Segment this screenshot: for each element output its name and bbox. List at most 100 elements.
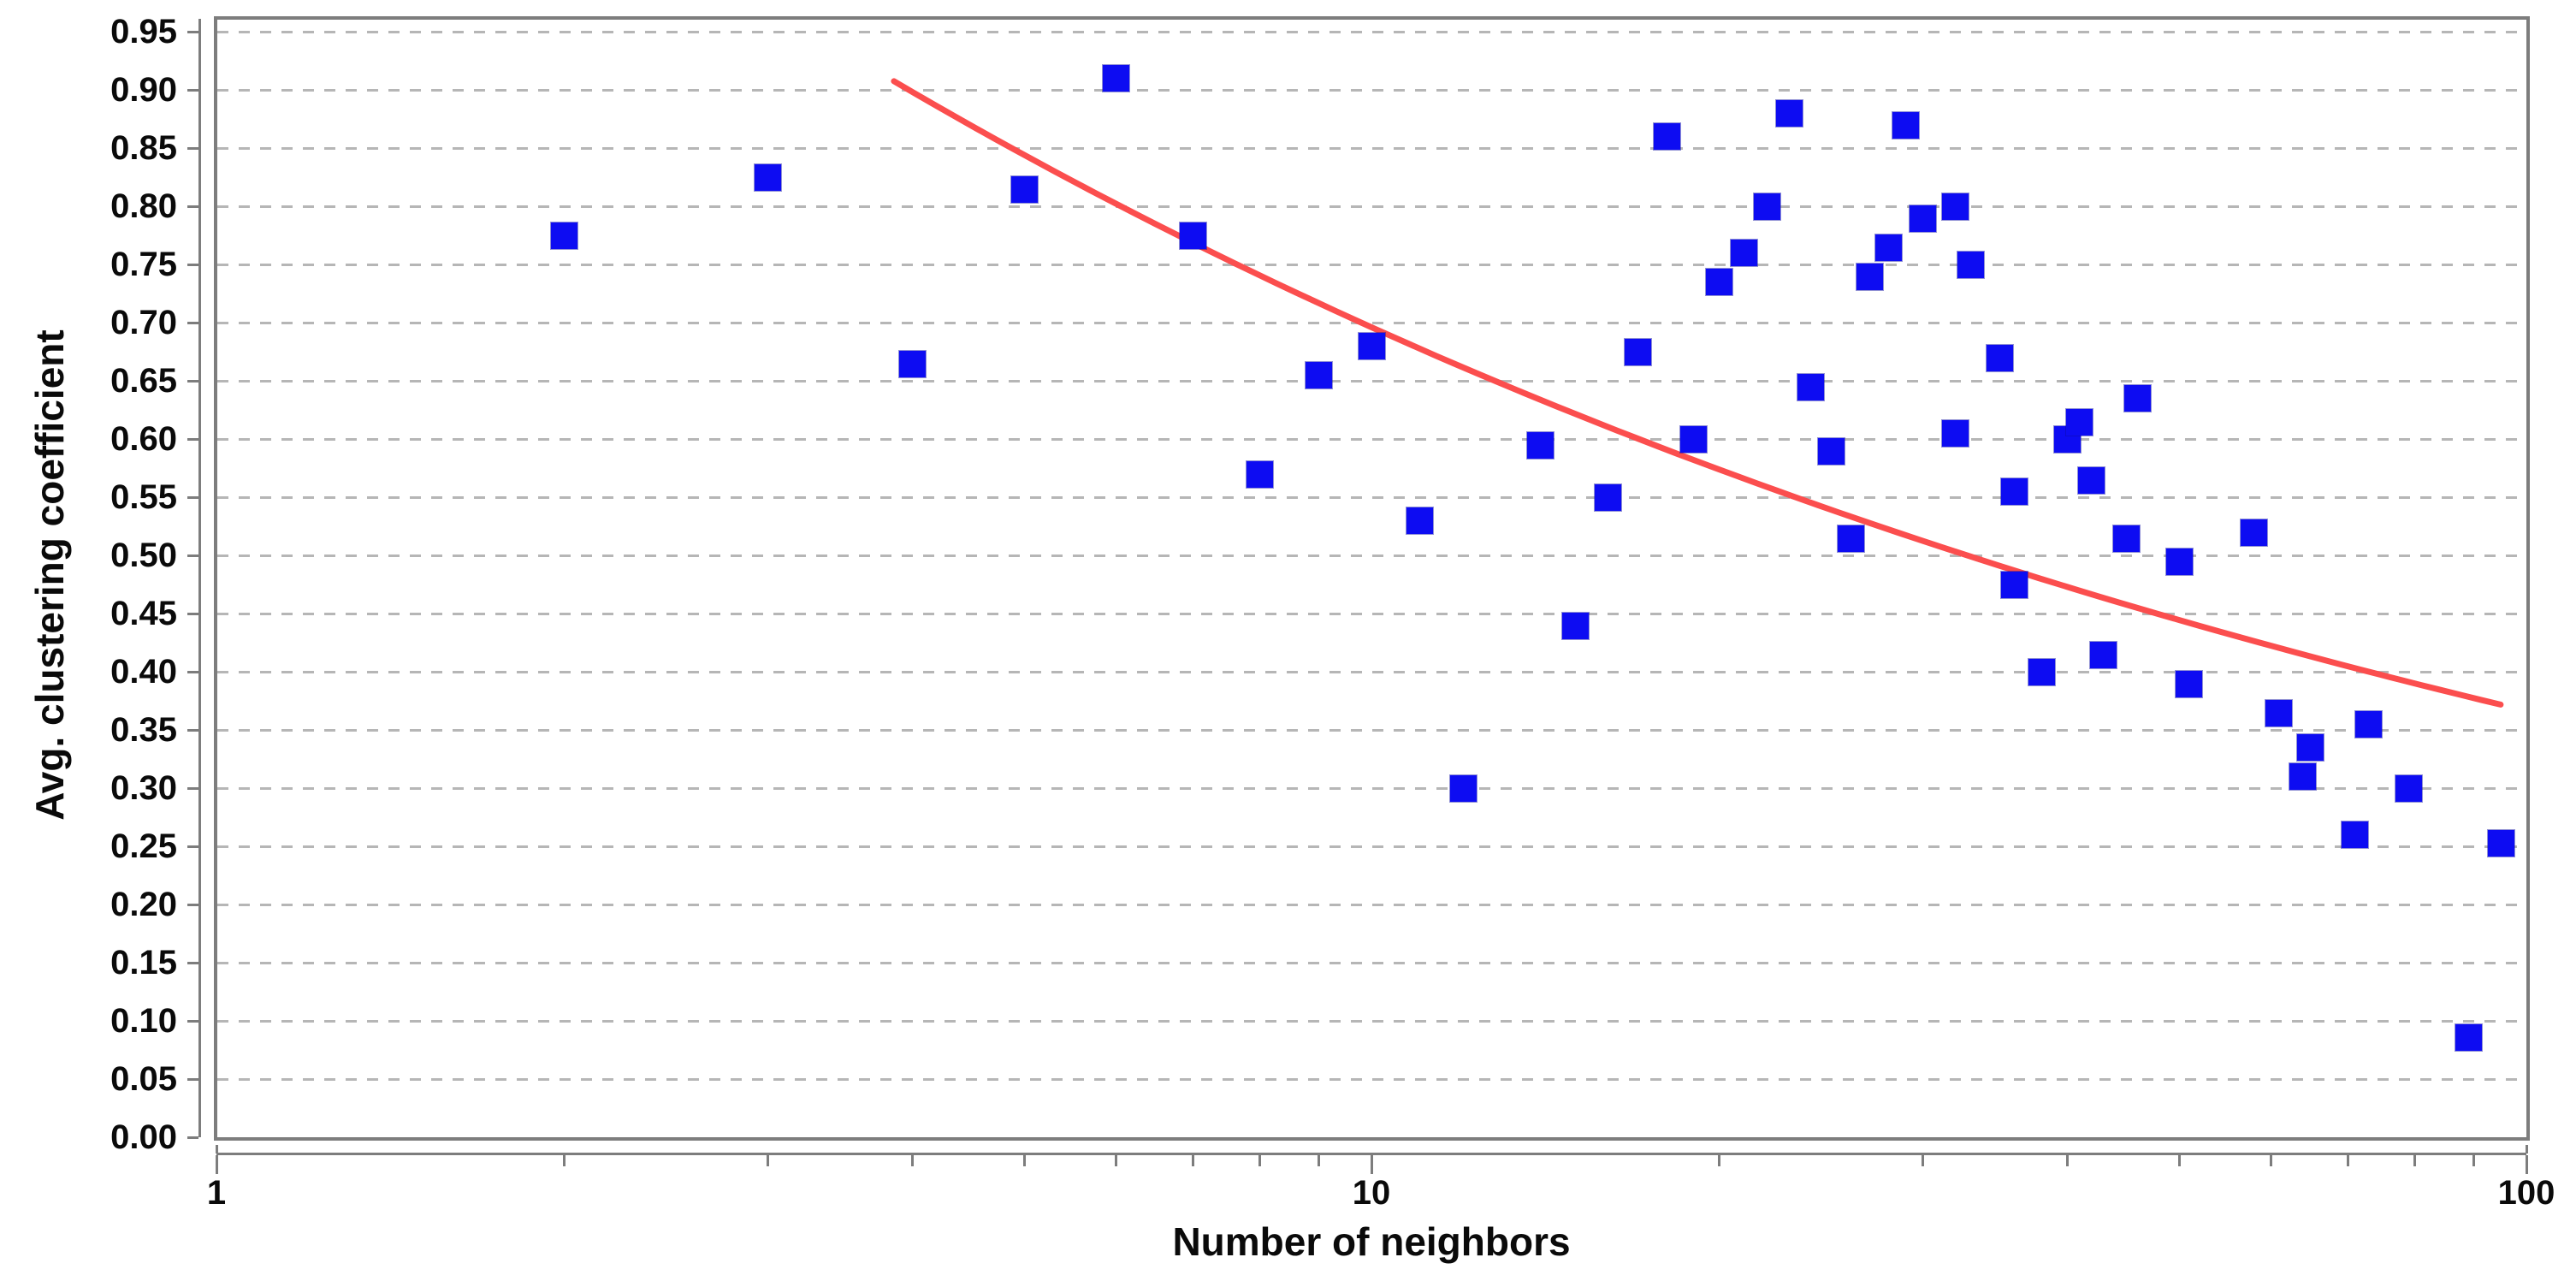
y-axis-tick [187, 264, 198, 266]
data-point [1910, 205, 1936, 232]
y-axis-tick [187, 554, 198, 557]
gridline [217, 729, 2526, 732]
data-point [1527, 432, 1554, 459]
y-axis-tick [187, 787, 198, 790]
y-tick-label: 0.35 [110, 711, 177, 749]
x-axis-end-hook [216, 1145, 218, 1153]
gridline [217, 496, 2526, 499]
data-point [2297, 734, 2324, 761]
data-point [1180, 222, 1206, 249]
data-point [1247, 461, 1273, 488]
y-axis-tick [187, 1136, 198, 1139]
data-point [1942, 193, 1969, 220]
y-axis-tick [187, 496, 198, 499]
data-point [1562, 613, 1589, 639]
data-point [2488, 830, 2514, 857]
x-axis-minor-tick [2413, 1155, 2416, 1166]
y-axis-line [198, 19, 201, 1137]
y-axis-tick [187, 613, 198, 615]
data-point [1776, 100, 1803, 127]
x-axis-minor-tick [2270, 1155, 2272, 1166]
data-point [2001, 572, 2028, 598]
data-point [1706, 269, 1732, 295]
data-point [2176, 671, 2202, 697]
data-point [2001, 478, 2028, 505]
x-tick-label: 100 [2497, 1174, 2555, 1212]
y-axis-title: Avg. clustering coefficient [27, 329, 72, 821]
y-tick-label: 0.70 [110, 304, 177, 341]
y-axis-tick [187, 31, 198, 33]
y-tick-label: 0.85 [110, 129, 177, 167]
data-point [2090, 642, 2117, 668]
data-point [1875, 234, 1902, 261]
y-tick-label: 0.90 [110, 71, 177, 109]
y-tick-label: 0.55 [110, 478, 177, 516]
x-axis-minor-tick [1718, 1155, 1720, 1166]
y-tick-label: 0.20 [110, 886, 177, 923]
y-tick-label: 0.65 [110, 362, 177, 400]
gridline [217, 147, 2526, 150]
x-axis-minor-tick [1318, 1155, 1320, 1166]
x-axis-minor-tick [1023, 1155, 1026, 1166]
y-axis-tick [187, 1020, 198, 1023]
x-axis-minor-tick [2347, 1155, 2349, 1166]
x-axis-minor-tick [2178, 1155, 2181, 1166]
y-axis-tick [187, 671, 198, 673]
data-point [2078, 467, 2105, 494]
y-tick-label: 0.80 [110, 187, 177, 225]
data-point [1856, 264, 1883, 290]
data-point [2066, 409, 2093, 436]
y-axis-tick [187, 904, 198, 906]
data-point [1625, 339, 1651, 365]
y-tick-label: 0.95 [110, 13, 177, 50]
x-axis-minor-tick [1922, 1155, 1924, 1166]
data-point [1680, 426, 1707, 453]
data-point [1406, 507, 1433, 534]
y-tick-label: 0.60 [110, 420, 177, 458]
gridline [217, 904, 2526, 906]
y-tick-label: 0.00 [110, 1118, 177, 1156]
y-axis-tick [187, 438, 198, 441]
y-tick-label: 0.45 [110, 595, 177, 632]
y-axis-tick [187, 322, 198, 324]
x-tick-label: 1 [206, 1174, 227, 1212]
data-point [899, 351, 926, 377]
y-tick-label: 0.30 [110, 769, 177, 807]
gridline [217, 787, 2526, 790]
data-point [1892, 112, 1919, 139]
y-axis-tick [187, 205, 198, 208]
gridline [217, 264, 2526, 266]
data-point [1103, 65, 1129, 92]
y-axis-tick [187, 89, 198, 92]
gridline [217, 322, 2526, 324]
data-point [551, 222, 577, 249]
trend-line-path [891, 78, 2504, 708]
x-axis-title: Number of neighbors [1172, 1219, 1571, 1264]
gridline [217, 1020, 2526, 1023]
data-point [1987, 345, 2013, 371]
data-point [2289, 763, 2316, 790]
data-point [2028, 659, 2055, 685]
data-point [2355, 711, 2382, 738]
data-point [1595, 484, 1621, 511]
y-axis-tick [187, 1078, 198, 1081]
data-point [1797, 374, 1824, 400]
x-axis-minor-tick [1192, 1155, 1194, 1166]
x-axis-major-tick [216, 1155, 218, 1174]
data-point [1011, 176, 1038, 203]
data-point [1754, 193, 1780, 220]
x-axis-line [216, 1153, 2526, 1155]
x-axis-minor-tick [1115, 1155, 1117, 1166]
data-point [1306, 362, 1332, 388]
data-point [755, 164, 781, 191]
y-tick-label: 0.15 [110, 944, 177, 981]
plot-area [214, 16, 2530, 1141]
data-point [2124, 385, 2151, 412]
data-point [2455, 1024, 2482, 1051]
gridline [217, 31, 2526, 33]
data-point [1731, 240, 1757, 266]
y-tick-label: 0.75 [110, 246, 177, 283]
data-point [1654, 123, 1680, 150]
gridline [217, 613, 2526, 615]
